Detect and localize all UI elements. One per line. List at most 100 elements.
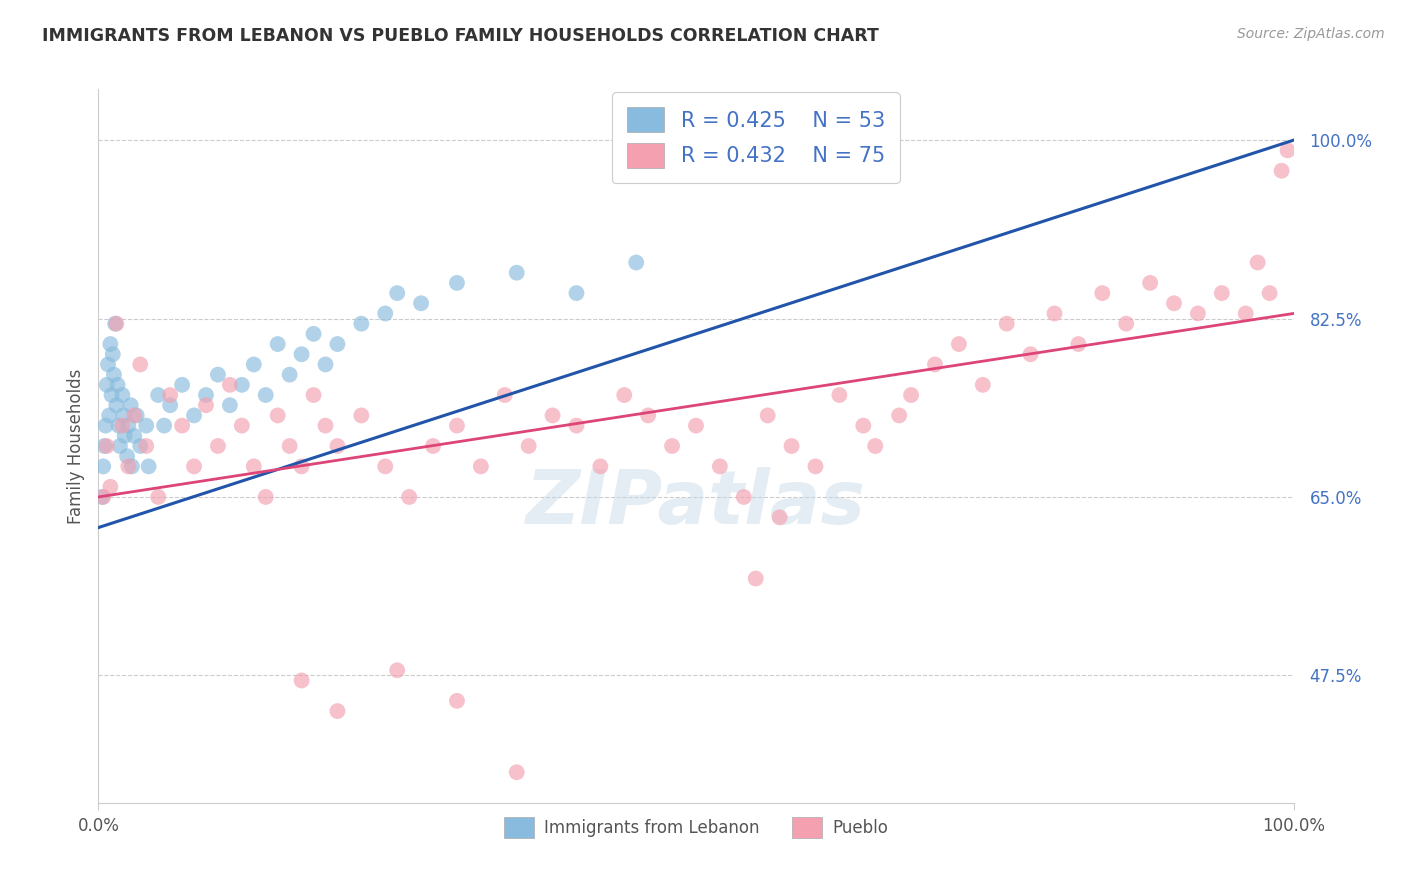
Point [107,418,129,433]
Point [326,337,349,351]
Point [172,377,194,392]
Y-axis label: Family Households: Family Households [66,368,84,524]
Point [112,409,135,423]
Point [121,459,143,474]
Point [195,398,218,412]
Point [254,388,277,402]
Point [1163,296,1185,310]
Point [589,459,612,474]
Point [195,388,218,402]
Point [446,418,468,433]
Text: IMMIGRANTS FROM LEBANON VS PUEBLO FAMILY HOUSEHOLDS CORRELATION CHART: IMMIGRANTS FROM LEBANON VS PUEBLO FAMILY… [42,27,879,45]
Point [207,368,229,382]
Point [745,572,768,586]
Point [115,449,138,463]
Point [1247,255,1270,269]
Point [207,439,229,453]
Point [852,418,875,433]
Point [114,429,136,443]
Point [948,337,970,351]
Point [105,317,128,331]
Text: ZIPatlas: ZIPatlas [526,467,866,540]
Point [924,358,946,372]
Point [278,439,301,453]
Point [103,368,125,382]
Point [243,358,266,372]
Point [97,358,120,372]
Point [1115,317,1137,331]
Point [124,409,146,423]
Point [117,418,139,433]
Point [756,409,779,423]
Point [972,377,994,392]
Point [231,418,253,433]
Point [1211,286,1233,301]
Point [828,388,851,402]
Point [565,418,588,433]
Point [1277,144,1299,158]
Point [411,296,433,310]
Point [613,388,636,402]
Point [159,398,181,412]
Point [291,673,314,688]
Point [541,409,564,423]
Point [96,377,118,392]
Legend: Immigrants from Lebanon, Pueblo: Immigrants from Lebanon, Pueblo [496,811,896,845]
Point [995,317,1018,331]
Point [138,459,160,474]
Point [900,388,922,402]
Point [446,694,468,708]
Point [159,388,181,402]
Point [111,418,134,433]
Point [101,347,124,361]
Point [302,388,325,402]
Point [291,347,314,361]
Point [1271,163,1294,178]
Point [267,337,290,351]
Text: Source: ZipAtlas.com: Source: ZipAtlas.com [1237,27,1385,41]
Point [219,398,242,412]
Point [374,459,396,474]
Point [398,490,420,504]
Point [326,704,349,718]
Point [470,459,492,474]
Point [91,459,114,474]
Point [278,368,301,382]
Point [326,439,349,453]
Point [291,459,314,474]
Point [124,429,146,443]
Point [804,459,827,474]
Point [315,358,337,372]
Point [125,409,148,423]
Point [243,459,266,474]
Point [129,358,152,372]
Point [91,490,114,504]
Point [107,377,129,392]
Point [315,418,337,433]
Point [100,388,122,402]
Point [172,418,194,433]
Point [1139,276,1161,290]
Point [302,326,325,341]
Point [96,439,118,453]
Point [517,439,540,453]
Point [91,490,114,504]
Point [1258,286,1281,301]
Point [1091,286,1114,301]
Point [1234,306,1257,320]
Point [183,459,205,474]
Point [685,418,707,433]
Point [626,255,648,269]
Point [374,306,396,320]
Point [506,765,529,780]
Point [733,490,755,504]
Point [709,459,731,474]
Point [1067,337,1090,351]
Point [506,266,529,280]
Point [231,377,253,392]
Point [98,337,122,351]
Point [385,663,409,677]
Point [350,317,373,331]
Point [148,490,170,504]
Point [117,459,139,474]
